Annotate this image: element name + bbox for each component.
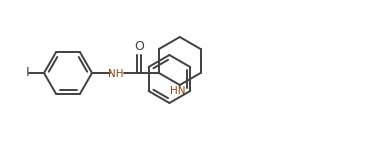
Text: HN: HN — [170, 86, 185, 96]
Text: NH: NH — [108, 69, 124, 79]
Text: I: I — [25, 67, 29, 79]
Text: O: O — [134, 40, 144, 53]
